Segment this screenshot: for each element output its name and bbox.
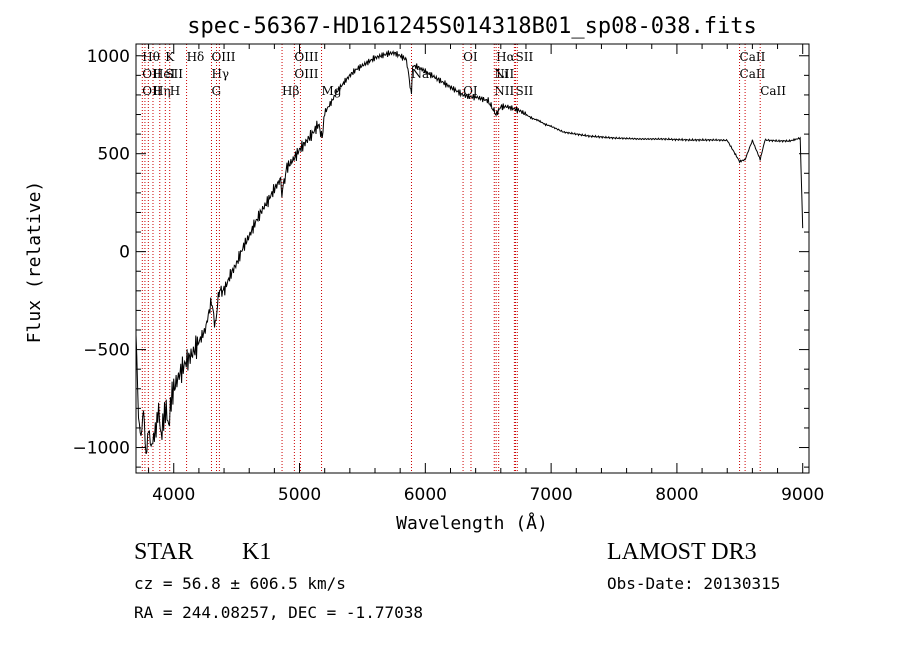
line-label: Hθ [142, 50, 160, 64]
spectral-line-markers: HθOIIOIIHeIHηKSIIHHδOIIIHγGHβOIIIOIIIMgN… [141, 44, 786, 473]
line-label: CaII [760, 84, 786, 98]
x-tick-label: 8000 [655, 485, 698, 505]
spectrum-line [135, 50, 804, 455]
survey-name: LAMOST DR3 [607, 539, 757, 565]
line-label: OII [142, 84, 162, 98]
y-tick-label: 1000 [87, 47, 130, 67]
line-label: Mg [322, 84, 342, 98]
x-tick-label: 9000 [781, 485, 824, 505]
x-axis-label: Wavelength (Å) [396, 512, 548, 534]
line-label: SII [516, 50, 534, 64]
line-label: Hβ [282, 84, 299, 98]
line-label: Hδ [187, 50, 205, 64]
line-label: OI [463, 84, 478, 98]
line-label: OIII [294, 67, 318, 81]
line-label: Hη [153, 84, 171, 98]
line-label: NII [494, 84, 514, 98]
line-label: SII [165, 67, 183, 81]
plot-frame [135, 43, 810, 474]
x-tick-label: 5000 [278, 485, 321, 505]
line-label: Hα [496, 50, 515, 64]
line-label: Hγ [211, 67, 229, 81]
y-tick-label: 0 [119, 243, 130, 263]
x-tick-label: 6000 [404, 485, 447, 505]
line-label: G [211, 84, 221, 98]
y-tick-label: 500 [98, 145, 130, 165]
object-subclass: K1 [242, 539, 272, 565]
line-label: CaII [740, 50, 766, 64]
line-label: OIII [294, 50, 318, 64]
coordinates-text: RA = 244.08257, DEC = -1.77038 [134, 603, 423, 622]
line-label: OIII [211, 50, 235, 64]
line-label: H [170, 84, 180, 98]
x-tick-label: 7000 [529, 485, 572, 505]
x-tick-label: 4000 [152, 485, 195, 505]
y-tick-label: −1000 [72, 439, 130, 459]
object-class: STAR [134, 539, 194, 565]
line-label: Li [496, 67, 508, 81]
line-label: CaII [740, 67, 766, 81]
line-label: SII [516, 84, 534, 98]
axis-ticks: 4000 5000 6000 7000 8000 9000 −1000 −500 0 500 100… [72, 44, 824, 505]
y-tick-label: −500 [83, 341, 130, 361]
y-axis-label: Flux (relative) [24, 181, 45, 344]
line-label: OII [142, 67, 162, 81]
chart-title: spec-56367-HD161245S014318B01_sp08-038.f… [187, 14, 757, 39]
obs-date-text: Obs-Date: 20130315 [607, 574, 781, 593]
line-label: NII [494, 67, 514, 81]
line-label: OI [463, 50, 478, 64]
redshift-text: cz = 56.8 ± 606.5 km/s [134, 574, 346, 593]
line-label: K [165, 50, 175, 64]
